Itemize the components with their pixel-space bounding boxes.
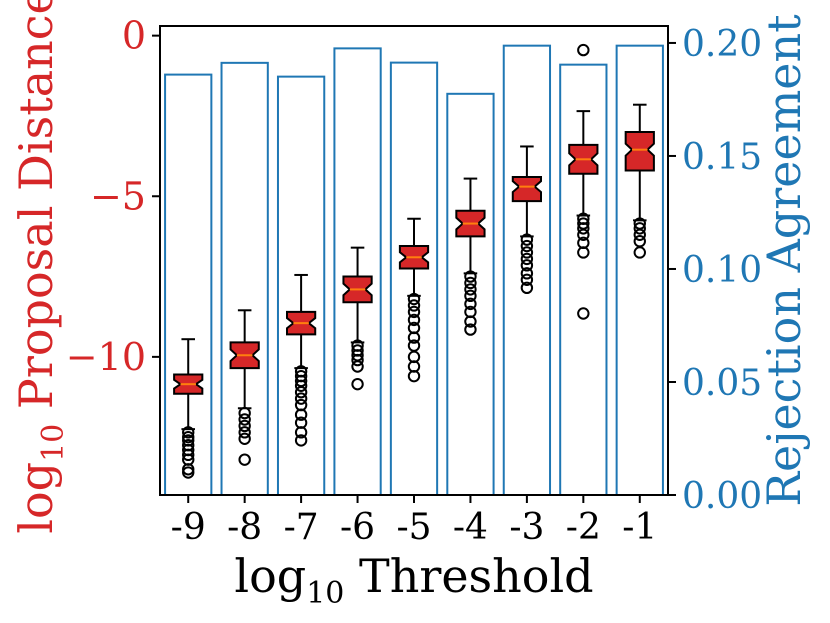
box — [624, 131, 655, 172]
outlier-point — [294, 434, 308, 447]
outlier-point — [464, 289, 477, 303]
outlier-point — [238, 406, 251, 420]
x-tick-label: -8 — [227, 507, 262, 548]
outlier-point — [407, 299, 421, 312]
outlier-point — [238, 419, 251, 433]
x-axis-title-rest: Threshold — [344, 549, 593, 603]
proposal-distance-boxplots — [173, 43, 655, 479]
x-axis-title-log: log — [234, 549, 306, 603]
outlier-point — [577, 246, 590, 259]
outlier-point — [407, 292, 421, 306]
outlier-point — [520, 273, 534, 286]
outlier-point — [351, 360, 364, 373]
outlier-point — [351, 353, 364, 367]
right-y-tick-label: 0.20 — [682, 24, 762, 65]
outlier-point — [464, 276, 477, 290]
outlier-point — [464, 297, 477, 311]
outlier-point — [633, 228, 646, 242]
outlier-point — [182, 448, 195, 462]
outlier-point — [520, 259, 534, 272]
x-axis: -9 -8 -7 -6 -5 -4 -3 -2 -1 — [171, 495, 657, 548]
outlier-point — [182, 426, 195, 439]
boxplot — [342, 246, 373, 391]
x-tick-label: -6 — [340, 507, 375, 548]
outlier-point — [577, 222, 590, 235]
boxplot — [398, 217, 430, 383]
outlier-point — [464, 323, 477, 336]
outlier-point — [407, 369, 421, 383]
right-y-tick-label: 0.15 — [682, 137, 762, 178]
boxplot — [568, 43, 599, 320]
outlier-point — [407, 313, 421, 327]
outlier-point — [577, 228, 590, 242]
outlier-point — [464, 283, 477, 296]
left-y-axis: 0 −5 −10 — [66, 14, 160, 379]
outlier-point — [294, 426, 308, 439]
right-y-tick-label: 0.10 — [682, 250, 762, 291]
x-tick-label: -4 — [453, 507, 488, 548]
left-y-axis-title: log10 Proposal Distance — [9, 0, 71, 534]
outlier-point — [520, 246, 534, 259]
left-y-axis-title-subscript: 10 — [36, 424, 71, 462]
outlier-point — [577, 307, 590, 320]
outlier-point — [238, 426, 251, 439]
left-y-axis-title-rest: Proposal Distance — [9, 0, 63, 424]
outlier-point — [633, 222, 646, 235]
x-tick-label: -9 — [171, 507, 206, 548]
outlier-point — [182, 466, 195, 479]
outlier-point — [238, 413, 251, 426]
outlier-point — [407, 305, 421, 319]
outlier-point — [520, 233, 534, 246]
box — [511, 175, 542, 203]
right-y-tick-label: 0.05 — [682, 363, 762, 404]
outlier-point — [520, 252, 534, 266]
outlier-point — [294, 386, 308, 399]
x-axis-title: log10 Threshold — [234, 549, 593, 611]
outlier-point — [351, 377, 364, 391]
left-y-tick-label: 0 — [122, 14, 146, 58]
boxplot — [173, 338, 204, 479]
outlier-point — [294, 392, 308, 405]
outlier-point — [633, 235, 646, 248]
x-tick-label: -1 — [622, 507, 657, 548]
boxplot — [286, 273, 317, 447]
outlier-point — [294, 408, 308, 421]
outlier-point — [520, 239, 534, 253]
boxplot — [511, 145, 542, 295]
right-y-tick-label: 0.00 — [682, 476, 762, 517]
left-y-axis-title-log: log — [9, 462, 63, 534]
left-y-tick-label: −10 — [66, 335, 146, 379]
right-y-axis-title: Rejection Agreement — [757, 14, 811, 507]
outlier-point — [238, 453, 251, 466]
outlier-point — [464, 270, 477, 283]
x-tick-label: -5 — [396, 507, 431, 548]
left-y-tick-label: −5 — [90, 174, 146, 218]
outlier-point — [294, 379, 308, 392]
outlier-point — [464, 315, 477, 328]
x-tick-label: -7 — [284, 507, 319, 548]
outlier-point — [238, 432, 251, 445]
outlier-point — [633, 246, 646, 259]
x-tick-label: -2 — [566, 507, 601, 548]
outlier-point — [520, 281, 534, 295]
boxplot — [624, 103, 655, 259]
right-y-axis: 0.00 0.05 0.10 0.15 0.20 — [668, 24, 762, 517]
outlier-point — [407, 331, 421, 344]
x-axis-title-subscript: 10 — [306, 576, 344, 611]
boxplot — [229, 309, 260, 466]
outlier-point — [520, 267, 534, 280]
x-tick-label: -3 — [509, 507, 544, 548]
outlier-point — [577, 43, 590, 57]
boxplot — [455, 177, 486, 336]
